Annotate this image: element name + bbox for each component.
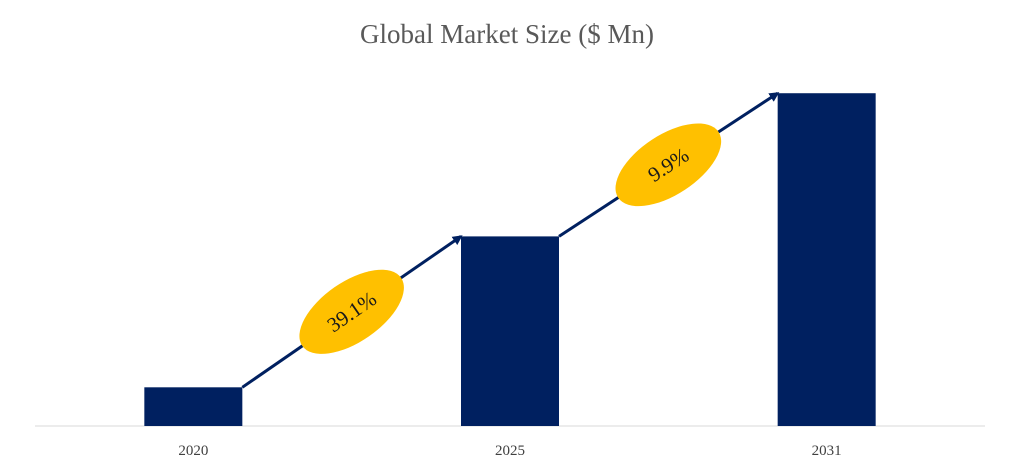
growth-annotations: 39.1% 9.9%: [299, 123, 722, 354]
x-axis-tick-labels: 2020 2025 2031: [178, 443, 841, 459]
x-tick-label-2020: 2020: [178, 443, 208, 459]
bar-2020: [144, 387, 243, 426]
bar-2025: [461, 236, 559, 426]
growth-badge-ellipse: [615, 123, 722, 207]
chart-title: Global Market Size ($ Mn): [360, 19, 654, 49]
growth-badge-ellipse: [299, 269, 404, 354]
growth-badge-2025-2031: 9.9%: [615, 123, 722, 207]
growth-badge-2020-2025: 39.1%: [299, 269, 404, 354]
bar-2031: [777, 93, 876, 426]
x-tick-label-2031: 2031: [812, 443, 842, 459]
bars: [144, 93, 876, 426]
x-tick-label-2025: 2025: [495, 443, 525, 459]
